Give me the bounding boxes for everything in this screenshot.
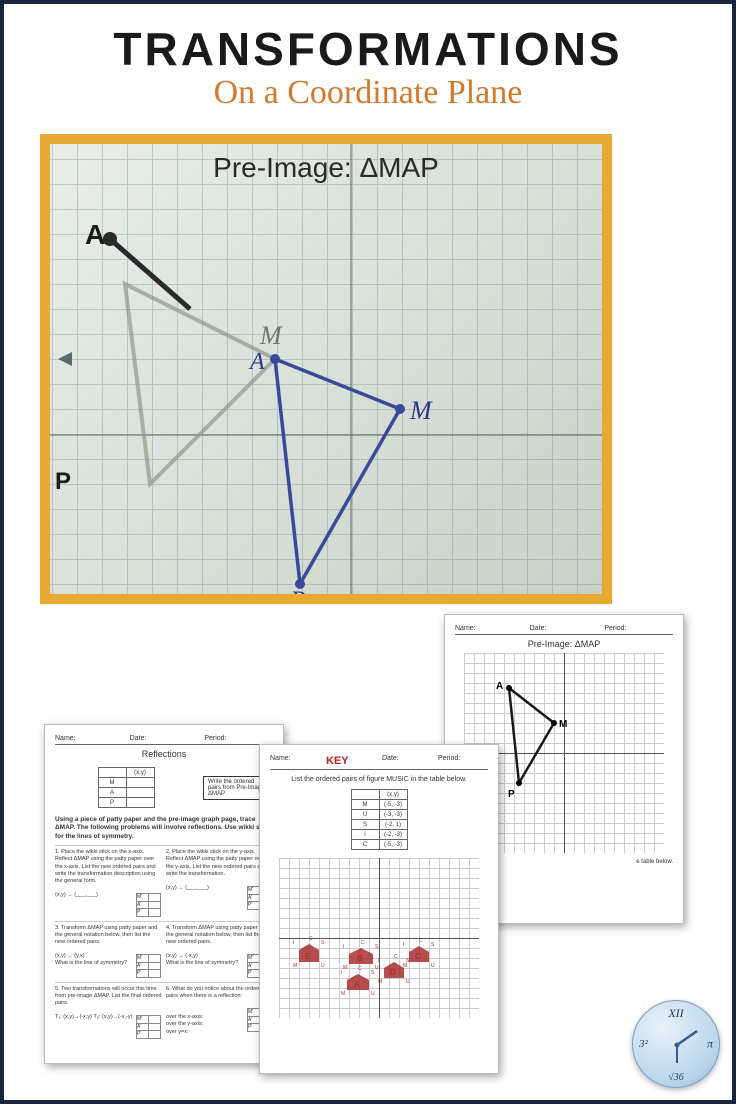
svg-text:S: S xyxy=(321,940,325,946)
svg-text:M: M xyxy=(341,991,345,997)
svg-text:D: D xyxy=(390,968,396,977)
svg-text:P: P xyxy=(289,586,306,604)
svg-text:M: M xyxy=(409,396,433,425)
svg-text:C: C xyxy=(394,954,398,960)
svg-text:B: B xyxy=(357,954,363,963)
page-title: TRANSFORMATIONS xyxy=(14,22,722,76)
triangles-svg: A P M A M P xyxy=(50,144,612,604)
svg-text:U: U xyxy=(371,991,375,997)
svg-text:M: M xyxy=(293,963,297,969)
svg-text:I: I xyxy=(378,958,379,964)
svg-text:C: C xyxy=(415,952,421,961)
svg-text:S: S xyxy=(375,944,379,950)
name-field: Name: xyxy=(455,625,524,632)
svg-text:A: A xyxy=(354,980,360,989)
svg-text:M: M xyxy=(259,321,283,350)
worksheet-header: Name: Date: Period: xyxy=(455,625,673,635)
worksheet-key: Name: KEY Date: Period: List the ordered… xyxy=(259,744,499,1074)
period-field: Period: xyxy=(604,625,673,632)
svg-text:U: U xyxy=(321,963,325,969)
svg-text:I: I xyxy=(293,940,294,946)
svg-text:C: C xyxy=(419,938,423,944)
svg-text:U: U xyxy=(406,979,410,985)
svg-text:I: I xyxy=(341,970,342,976)
header: TRANSFORMATIONS On a Coordinate Plane xyxy=(4,4,732,122)
svg-text:M: M xyxy=(343,965,347,971)
worksheet-header: Name: KEY Date: Period: xyxy=(270,755,488,770)
svg-text:C: C xyxy=(361,940,365,946)
svg-text:U: U xyxy=(431,963,435,969)
date-field: Date: xyxy=(530,625,599,632)
svg-text:I: I xyxy=(343,944,344,950)
clock-logo: XII π √36 3² xyxy=(632,1000,720,1088)
svg-text:A: A xyxy=(248,349,265,375)
svg-text:E: E xyxy=(305,952,311,961)
shapes-svg: EMUSICBMUSICCMUSICAMUSICDMUSIC xyxy=(279,858,479,1018)
svg-text:C: C xyxy=(309,936,313,942)
svg-text:M: M xyxy=(378,979,382,985)
ws1-problems: 1. Place the wikki stick on the x-axis. … xyxy=(55,845,273,1042)
map-table: (x,y) M A P xyxy=(98,767,155,808)
svg-text:P: P xyxy=(508,789,515,800)
svg-text:S: S xyxy=(431,942,435,948)
worksheet-header: Name: Date: Period: xyxy=(55,735,273,745)
svg-text:A: A xyxy=(496,681,503,692)
svg-text:I: I xyxy=(403,942,404,948)
main-graph-photo: Pre-Image: ΔMAP A P M A M P xyxy=(40,134,612,604)
svg-text:U: U xyxy=(375,965,379,971)
ws2-instruction: List the ordered pairs of figure MUSIC i… xyxy=(270,776,488,783)
ws2-grid: EMUSICBMUSICCMUSICAMUSICDMUSIC xyxy=(279,858,479,1018)
key-label: KEY xyxy=(326,755,376,767)
svg-text:P: P xyxy=(55,468,71,495)
worksheet-reflections: Name: Date: Period: Reflections (x,y) M … xyxy=(44,724,284,1064)
page-subtitle: On a Coordinate Plane xyxy=(14,74,722,112)
svg-text:C: C xyxy=(358,966,362,972)
ws3-title: Pre-Image: ΔMAP xyxy=(455,639,673,649)
music-table: (x,y) M(-5, -3)U(-3, -3)S(-2, 1)I(-2, -3… xyxy=(351,789,408,850)
svg-text:A: A xyxy=(85,219,105,250)
svg-text:M: M xyxy=(559,719,567,730)
ws1-title: Reflections xyxy=(55,749,273,759)
ws1-instructions: Using a piece of patty paper and the pre… xyxy=(55,816,273,841)
